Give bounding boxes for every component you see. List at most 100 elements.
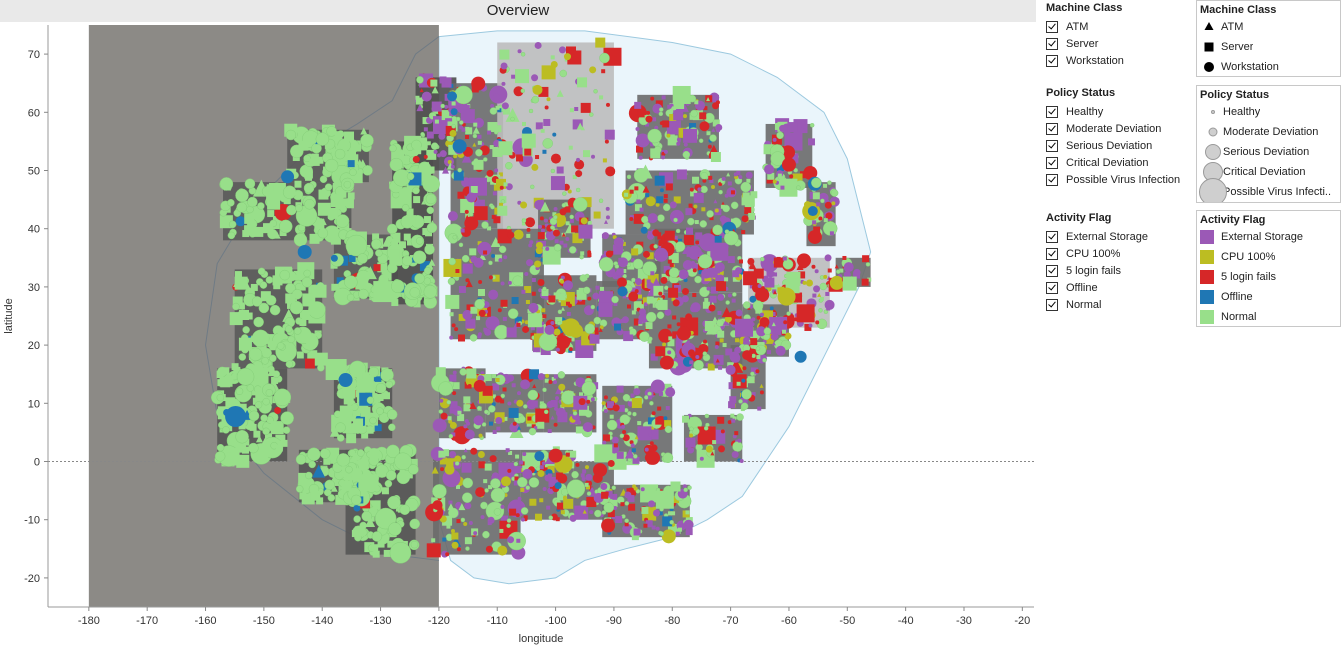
data-point: [438, 450, 446, 458]
data-point: [693, 359, 704, 371]
data-point: [384, 479, 393, 488]
data-point: [756, 315, 761, 320]
data-point: [631, 448, 636, 453]
data-point: [687, 217, 695, 226]
filter-item-possible-virus-infection[interactable]: Possible Virus Infection: [1046, 171, 1192, 188]
data-point: [423, 285, 438, 299]
data-point: [546, 401, 554, 409]
filter-item-server[interactable]: Server: [1046, 35, 1192, 52]
data-point: [683, 128, 698, 143]
data-point: [386, 223, 398, 235]
filter-item-healthy[interactable]: Healthy: [1046, 103, 1192, 120]
checkbox[interactable]: [1046, 156, 1058, 169]
data-point: [401, 255, 413, 267]
data-point: [572, 119, 583, 130]
scatter-plot[interactable]: -180 -170 -160 -150 -140 -130 -120 -110 -100 -90-…: [0, 22, 1036, 647]
x-axis-label: longitude: [519, 633, 564, 645]
data-point: [314, 219, 325, 230]
data-point: [575, 462, 580, 467]
color-swatch-icon: [1197, 267, 1221, 287]
data-point: [484, 488, 489, 493]
data-point: [452, 382, 460, 390]
data-point: [490, 487, 506, 503]
data-point: [668, 247, 673, 252]
data-point: [823, 274, 828, 279]
legend-label: Normal: [1221, 311, 1257, 323]
data-point: [786, 271, 801, 286]
checkbox[interactable]: [1046, 122, 1058, 135]
filter-item-workstation[interactable]: Workstation: [1046, 52, 1192, 69]
data-point: [534, 41, 542, 49]
data-point: [531, 95, 540, 104]
data-point: [493, 216, 501, 224]
filter-item-atm[interactable]: ATM: [1046, 18, 1192, 35]
data-point: [357, 449, 365, 457]
data-point: [449, 374, 457, 382]
data-point: [621, 241, 626, 246]
data-point: [399, 504, 411, 515]
checkbox[interactable]: [1046, 139, 1058, 152]
data-point: [307, 447, 321, 462]
data-point: [749, 284, 754, 289]
data-point: [505, 107, 520, 122]
data-point: [499, 528, 504, 533]
data-point: [617, 286, 628, 297]
filter-item-normal[interactable]: Normal: [1046, 296, 1192, 313]
data-point: [463, 102, 468, 107]
data-point: [451, 432, 456, 437]
data-point: [266, 189, 277, 200]
data-point: [620, 502, 625, 507]
data-point: [692, 427, 700, 436]
checkbox[interactable]: [1046, 37, 1058, 50]
data-point: [690, 189, 698, 197]
data-point: [669, 520, 674, 525]
filter-item-moderate-deviation[interactable]: Moderate Deviation: [1046, 120, 1192, 137]
data-point: [634, 435, 639, 440]
filter-item-serious-deviation[interactable]: Serious Deviation: [1046, 137, 1192, 154]
data-point: [697, 426, 716, 445]
data-point: [803, 165, 818, 180]
data-point: [285, 129, 297, 141]
checkbox[interactable]: [1046, 230, 1058, 243]
checkbox[interactable]: [1046, 298, 1058, 311]
data-point: [466, 421, 471, 426]
data-point: [490, 204, 495, 210]
data-point: [780, 185, 785, 190]
data-point: [550, 55, 555, 60]
legend-item-policy: Serious Deviation: [1197, 142, 1340, 162]
data-point: [530, 326, 535, 331]
checkbox[interactable]: [1046, 264, 1058, 277]
data-point: [497, 545, 508, 556]
data-point: [658, 107, 664, 112]
data-point: [516, 399, 524, 407]
filter-item-login-fails[interactable]: 5 login fails: [1046, 262, 1192, 279]
data-point: [456, 547, 461, 552]
data-point: [580, 473, 585, 478]
data-point: [406, 238, 414, 246]
data-point: [548, 380, 553, 385]
data-point: [338, 373, 353, 388]
data-point: [557, 490, 568, 501]
checkbox[interactable]: [1046, 54, 1058, 67]
data-point: [444, 464, 455, 475]
legend-label: Moderate Deviation: [1223, 126, 1319, 138]
data-point: [638, 308, 646, 316]
data-point: [532, 383, 537, 388]
filter-item-critical-deviation[interactable]: Critical Deviation: [1046, 154, 1192, 171]
data-point: [565, 236, 570, 241]
data-point: [491, 253, 496, 258]
data-point: [366, 426, 374, 434]
data-point: [471, 76, 486, 91]
data-point: [355, 390, 363, 398]
filter-item-external-storage[interactable]: External Storage: [1046, 228, 1192, 245]
filter-item-cpu-100[interactable]: CPU 100%: [1046, 245, 1192, 262]
data-point: [248, 347, 263, 361]
checkbox[interactable]: [1046, 20, 1058, 33]
checkbox[interactable]: [1046, 247, 1058, 260]
checkbox[interactable]: [1046, 105, 1058, 118]
checkbox[interactable]: [1046, 173, 1058, 186]
data-point: [553, 292, 561, 300]
filter-item-offline[interactable]: Offline: [1046, 279, 1192, 296]
checkbox[interactable]: [1046, 281, 1058, 294]
data-point: [762, 357, 767, 363]
